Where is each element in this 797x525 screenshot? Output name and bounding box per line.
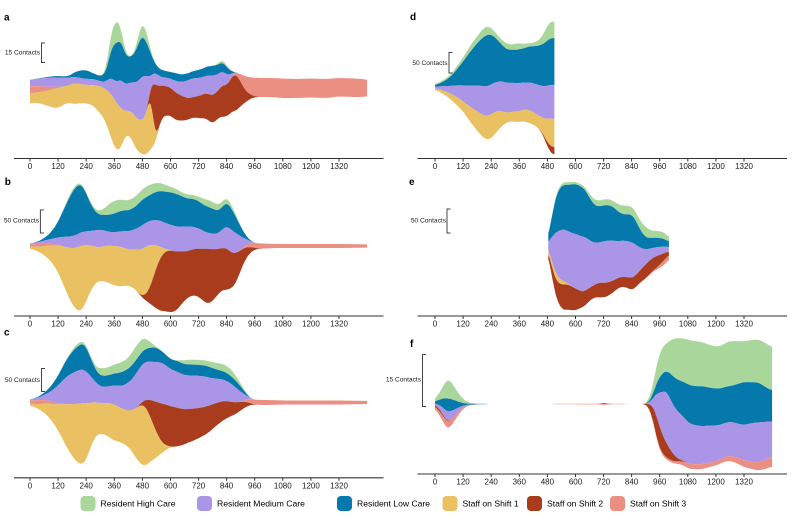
svg-text:1200: 1200 xyxy=(302,162,320,171)
svg-text:840: 840 xyxy=(220,162,234,171)
svg-text:120: 120 xyxy=(51,320,65,329)
svg-text:0: 0 xyxy=(433,162,438,171)
svg-text:720: 720 xyxy=(597,478,611,487)
svg-text:360: 360 xyxy=(108,481,122,490)
svg-text:1080: 1080 xyxy=(679,162,697,171)
svg-text:120: 120 xyxy=(456,478,470,487)
svg-text:360: 360 xyxy=(108,162,122,171)
svg-text:15 Contacts: 15 Contacts xyxy=(386,377,422,384)
svg-text:0: 0 xyxy=(28,320,33,329)
svg-text:120: 120 xyxy=(51,162,65,171)
svg-text:Resident Low Care: Resident Low Care xyxy=(357,499,430,509)
svg-text:960: 960 xyxy=(248,162,262,171)
svg-text:840: 840 xyxy=(625,478,639,487)
svg-text:480: 480 xyxy=(541,320,555,329)
svg-text:720: 720 xyxy=(597,320,611,329)
svg-text:1080: 1080 xyxy=(679,320,697,329)
svg-text:1320: 1320 xyxy=(330,162,348,171)
svg-text:720: 720 xyxy=(192,320,206,329)
svg-text:50 Contacts: 50 Contacts xyxy=(412,60,448,67)
svg-text:240: 240 xyxy=(485,162,499,171)
svg-text:720: 720 xyxy=(597,162,611,171)
svg-text:1320: 1320 xyxy=(330,320,348,329)
svg-text:1200: 1200 xyxy=(302,320,320,329)
svg-text:480: 480 xyxy=(541,478,555,487)
svg-text:960: 960 xyxy=(653,478,667,487)
svg-text:240: 240 xyxy=(80,481,94,490)
svg-text:480: 480 xyxy=(136,481,150,490)
svg-text:480: 480 xyxy=(136,162,150,171)
svg-text:960: 960 xyxy=(653,162,667,171)
svg-text:1320: 1320 xyxy=(735,320,753,329)
svg-text:840: 840 xyxy=(220,481,234,490)
svg-text:1200: 1200 xyxy=(707,162,725,171)
svg-text:50 Contacts: 50 Contacts xyxy=(411,218,447,225)
svg-text:600: 600 xyxy=(569,478,583,487)
svg-text:Resident Medium Care: Resident Medium Care xyxy=(217,499,305,509)
svg-text:f: f xyxy=(410,339,414,350)
svg-text:360: 360 xyxy=(108,320,122,329)
svg-text:240: 240 xyxy=(485,320,499,329)
svg-text:120: 120 xyxy=(456,320,470,329)
svg-text:1200: 1200 xyxy=(302,481,320,490)
svg-text:1200: 1200 xyxy=(707,320,725,329)
svg-text:360: 360 xyxy=(513,478,527,487)
svg-text:1080: 1080 xyxy=(274,162,292,171)
svg-text:360: 360 xyxy=(513,162,527,171)
svg-text:840: 840 xyxy=(625,162,639,171)
svg-text:480: 480 xyxy=(541,162,555,171)
svg-text:0: 0 xyxy=(433,320,438,329)
svg-text:50 Contacts: 50 Contacts xyxy=(5,377,41,384)
svg-text:1320: 1320 xyxy=(330,481,348,490)
svg-text:d: d xyxy=(410,12,416,23)
svg-text:480: 480 xyxy=(136,320,150,329)
svg-text:0: 0 xyxy=(28,162,33,171)
svg-text:1080: 1080 xyxy=(274,320,292,329)
svg-text:Staff on Shift 1: Staff on Shift 1 xyxy=(463,499,519,509)
svg-text:600: 600 xyxy=(569,320,583,329)
svg-text:0: 0 xyxy=(433,478,438,487)
svg-text:e: e xyxy=(409,177,415,188)
svg-text:15 Contacts: 15 Contacts xyxy=(5,50,41,57)
svg-text:600: 600 xyxy=(164,320,178,329)
svg-text:1080: 1080 xyxy=(274,481,292,490)
svg-text:840: 840 xyxy=(220,320,234,329)
svg-text:720: 720 xyxy=(192,481,206,490)
svg-text:360: 360 xyxy=(513,320,527,329)
svg-text:600: 600 xyxy=(164,481,178,490)
svg-text:840: 840 xyxy=(625,320,639,329)
svg-text:c: c xyxy=(4,328,10,339)
svg-text:Resident High Care: Resident High Care xyxy=(101,499,176,509)
svg-text:a: a xyxy=(4,12,10,23)
svg-text:600: 600 xyxy=(569,162,583,171)
svg-text:960: 960 xyxy=(248,320,262,329)
svg-text:0: 0 xyxy=(28,481,33,490)
svg-text:1320: 1320 xyxy=(735,162,753,171)
svg-text:b: b xyxy=(5,177,11,188)
svg-text:50 Contacts: 50 Contacts xyxy=(4,218,40,225)
svg-text:1200: 1200 xyxy=(707,478,725,487)
svg-text:1320: 1320 xyxy=(735,478,753,487)
svg-text:Staff on Shift 2: Staff on Shift 2 xyxy=(547,499,603,509)
svg-text:720: 720 xyxy=(192,162,206,171)
svg-text:120: 120 xyxy=(51,481,65,490)
svg-text:240: 240 xyxy=(80,320,94,329)
svg-text:120: 120 xyxy=(456,162,470,171)
svg-text:960: 960 xyxy=(653,320,667,329)
svg-text:240: 240 xyxy=(485,478,499,487)
svg-text:1080: 1080 xyxy=(679,478,697,487)
svg-text:960: 960 xyxy=(248,481,262,490)
svg-text:600: 600 xyxy=(164,162,178,171)
svg-text:Staff on Shift 3: Staff on Shift 3 xyxy=(630,499,686,509)
svg-text:240: 240 xyxy=(80,162,94,171)
